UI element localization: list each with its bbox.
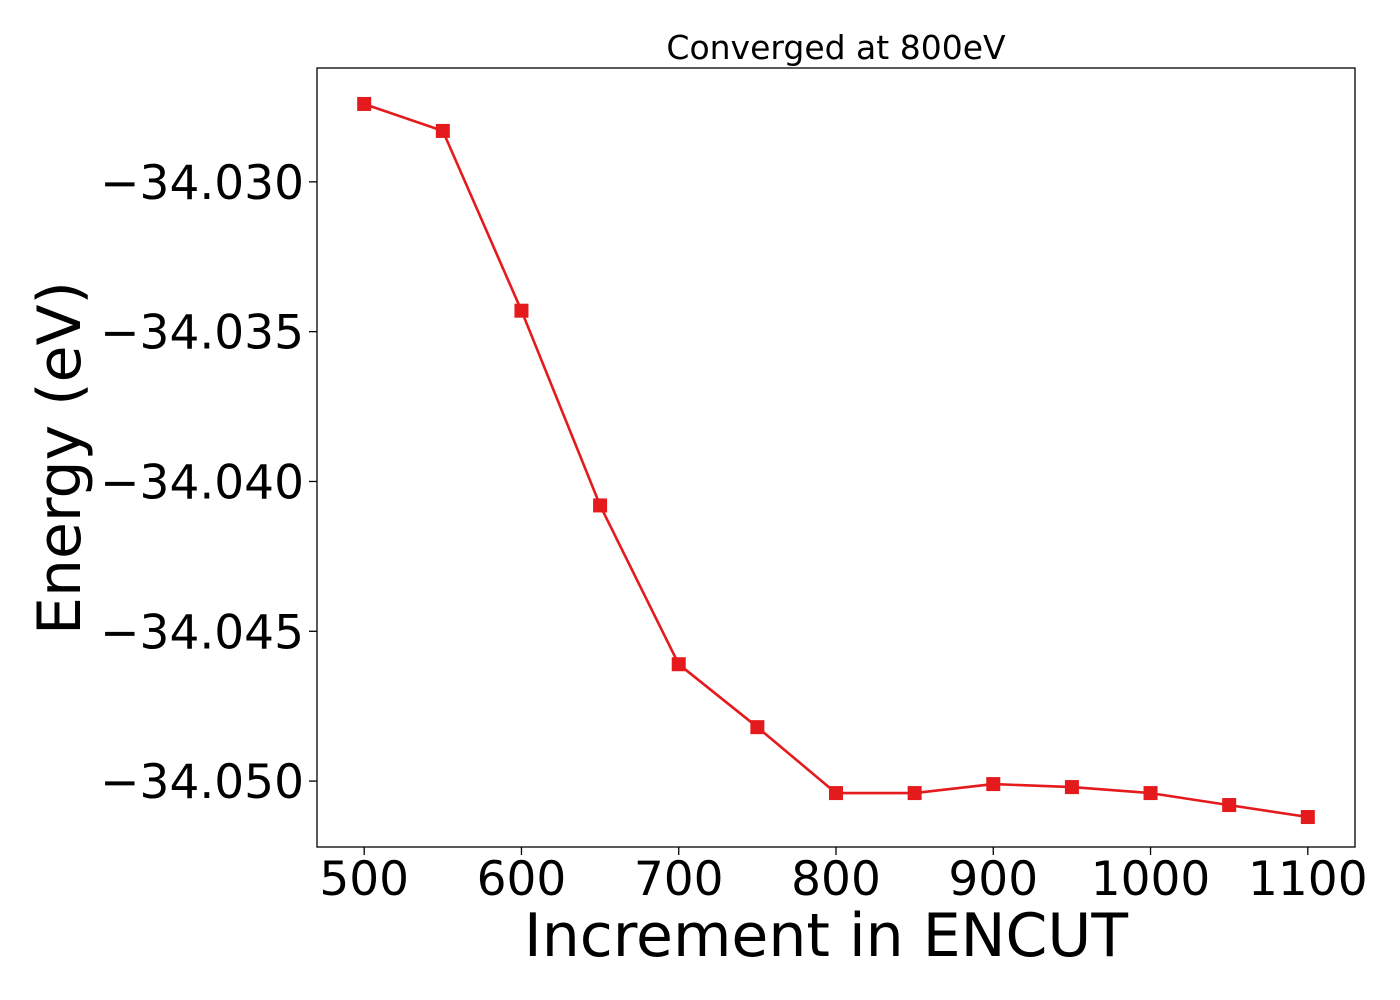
y-tick-label: −34.040 [100,455,304,510]
y-axis-label: Energy (eV) [25,281,95,635]
x-tick-label: 600 [477,852,567,907]
y-tick-label: −34.050 [100,755,304,810]
x-tick-label: 1100 [1248,852,1368,907]
data-point-marker [829,786,843,801]
data-point-marker [593,498,608,513]
x-tick-label: 500 [319,852,409,907]
data-point-marker [907,786,922,801]
data-point-marker [750,720,765,735]
x-tick-label: 900 [948,852,1038,907]
y-tick-label: −34.030 [100,156,304,211]
data-point-marker [435,123,450,138]
x-tick-label: 700 [634,852,724,907]
x-tick-label: 800 [791,852,881,907]
data-point-marker [1222,798,1237,813]
y-tick-label: −34.035 [100,306,304,361]
y-tick-label: −34.045 [100,605,304,660]
x-axis-label: Increment in ENCUT [524,901,1128,971]
chart-title: Converged at 800eV [666,28,1006,67]
x-tick-label: 1000 [1091,852,1211,907]
x-axis: 500 600 700 800 900 1000 1100 [319,847,1368,907]
data-point-marker [1300,810,1315,825]
plot-area [357,96,1315,825]
data-point-marker [357,96,372,111]
y-axis: −34.030 −34.035 −34.040 −34.045 −34.050 [100,156,317,810]
data-point-marker [986,777,1001,792]
data-point-marker [1143,786,1158,801]
data-point-marker [514,303,529,318]
data-point-marker [1064,780,1079,795]
data-point-marker [671,657,686,672]
